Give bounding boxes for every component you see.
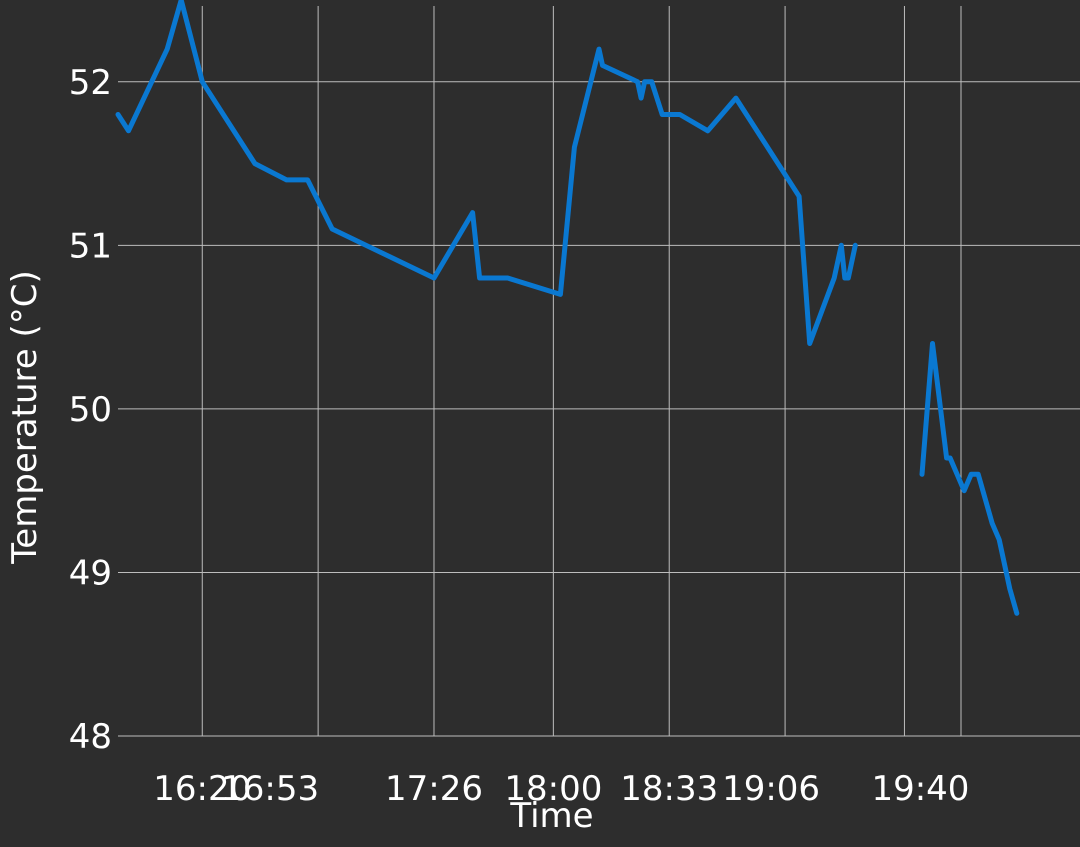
y-tick-label: 48 [69, 717, 112, 757]
y-tick-label: 52 [69, 63, 112, 103]
y-tick-label: 51 [69, 226, 112, 266]
x-tick-label: 19:06 [722, 769, 820, 809]
x-tick-label: 17:26 [385, 769, 483, 809]
x-tick-label: 18:33 [620, 769, 718, 809]
y-tick-label: 49 [69, 553, 112, 593]
x-tick-label: 16:53 [221, 769, 319, 809]
y-tick-label: 50 [69, 390, 112, 430]
temperature-series-line [919, 341, 1020, 616]
y-axis-title: Temperature (°C) [5, 270, 45, 564]
x-tick-label: 16:20 [153, 769, 251, 809]
grid [118, 6, 1080, 737]
series-layer [115, 0, 1020, 616]
temperature-series-line [115, 0, 858, 346]
x-axis-title: Time [509, 796, 593, 836]
y-axis-ticks: 48 49 50 51 52 [69, 63, 112, 757]
x-tick-label: 19:40 [871, 769, 969, 809]
x-tick-label: 18:00 [504, 769, 602, 809]
